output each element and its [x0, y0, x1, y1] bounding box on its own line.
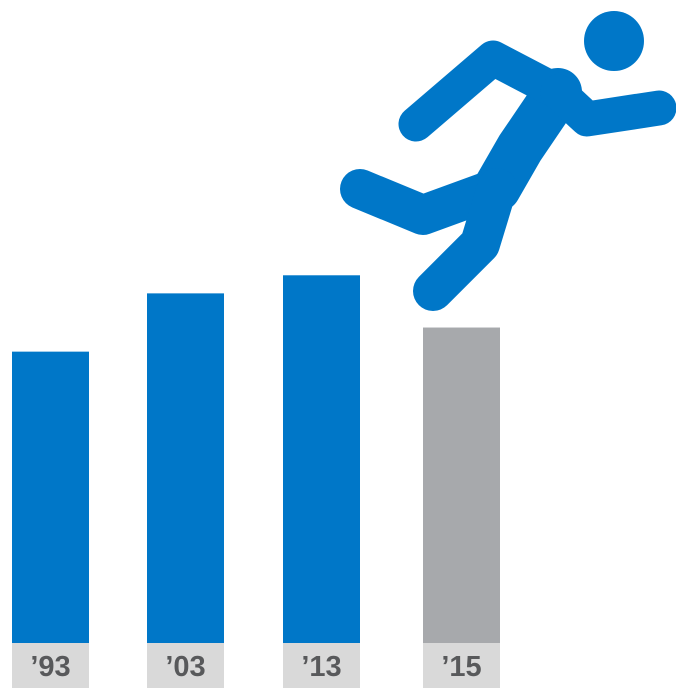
falling-person-icon: [340, 11, 676, 311]
x-tick-labels: ’93 ’03 ’13 ’15: [12, 643, 500, 688]
figure-head: [584, 11, 644, 71]
tick-label-background: [12, 643, 89, 688]
tick-label-background: [423, 643, 500, 688]
bar-2: [283, 275, 360, 643]
bar-3: [423, 327, 500, 643]
x-tick-label: ’13: [301, 651, 341, 683]
figure-front-leg: [413, 168, 517, 311]
x-tick-label: ’93: [30, 651, 70, 683]
figure-back-leg: [340, 168, 517, 235]
bars: [12, 275, 500, 643]
bar-1: [147, 293, 224, 643]
figure-front-arm: [540, 74, 676, 137]
bar-0: [12, 351, 89, 643]
x-tick-label: ’03: [165, 651, 205, 683]
figure-back-arm: [398, 40, 576, 142]
tick-label-background: [283, 643, 360, 688]
tick-label-background: [147, 643, 224, 688]
x-tick-label: ’15: [441, 651, 481, 683]
